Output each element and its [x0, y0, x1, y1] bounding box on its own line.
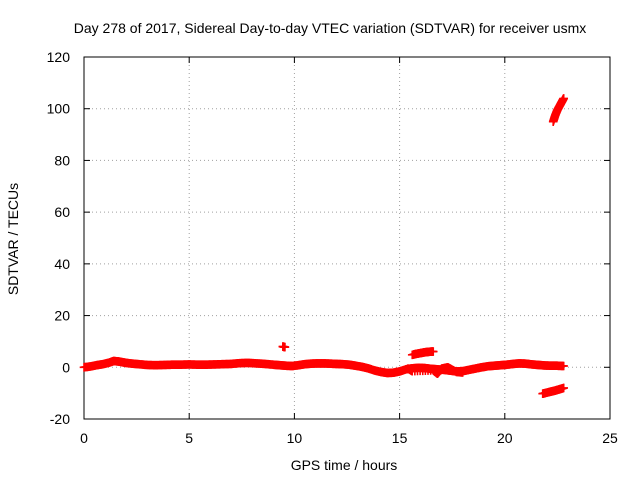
x-tick-label: 5: [185, 430, 193, 446]
x-tick-labels: 0 5 10 15 20 25: [80, 430, 618, 446]
x-tick-label: 15: [392, 430, 408, 446]
y-tick-label: 120: [47, 49, 71, 65]
y-tick-label: 80: [54, 152, 70, 168]
x-tick-label: 25: [602, 430, 618, 446]
data-point: [559, 383, 569, 393]
y-tick-label: 60: [54, 204, 70, 220]
y-tick-label: 20: [54, 308, 70, 324]
grid-lines: [84, 57, 610, 419]
data-point: [428, 347, 438, 356]
x-tick-label: 20: [497, 430, 513, 446]
data-point: [559, 94, 569, 103]
y-axis-label: SDTVAR / TECUs: [5, 183, 21, 295]
x-tick-label: 10: [287, 430, 303, 446]
data-points: [79, 94, 569, 398]
y-tick-label: 0: [62, 359, 70, 375]
x-axis-label: GPS time / hours: [291, 457, 398, 473]
axis-ticks: [83, 56, 611, 420]
y-tick-label: 100: [47, 101, 71, 117]
y-tick-label: -20: [50, 411, 70, 427]
data-point: [559, 361, 569, 371]
data-point: [458, 368, 468, 377]
data-point: [280, 342, 290, 352]
plot-frame: [83, 56, 611, 420]
y-tick-label: 40: [54, 256, 70, 272]
y-tick-labels: -20 0 20 40 60 80 100 120: [47, 49, 71, 427]
x-tick-label: 0: [80, 430, 88, 446]
chart-title: Day 278 of 2017, Sidereal Day-to-day VTE…: [74, 20, 587, 36]
